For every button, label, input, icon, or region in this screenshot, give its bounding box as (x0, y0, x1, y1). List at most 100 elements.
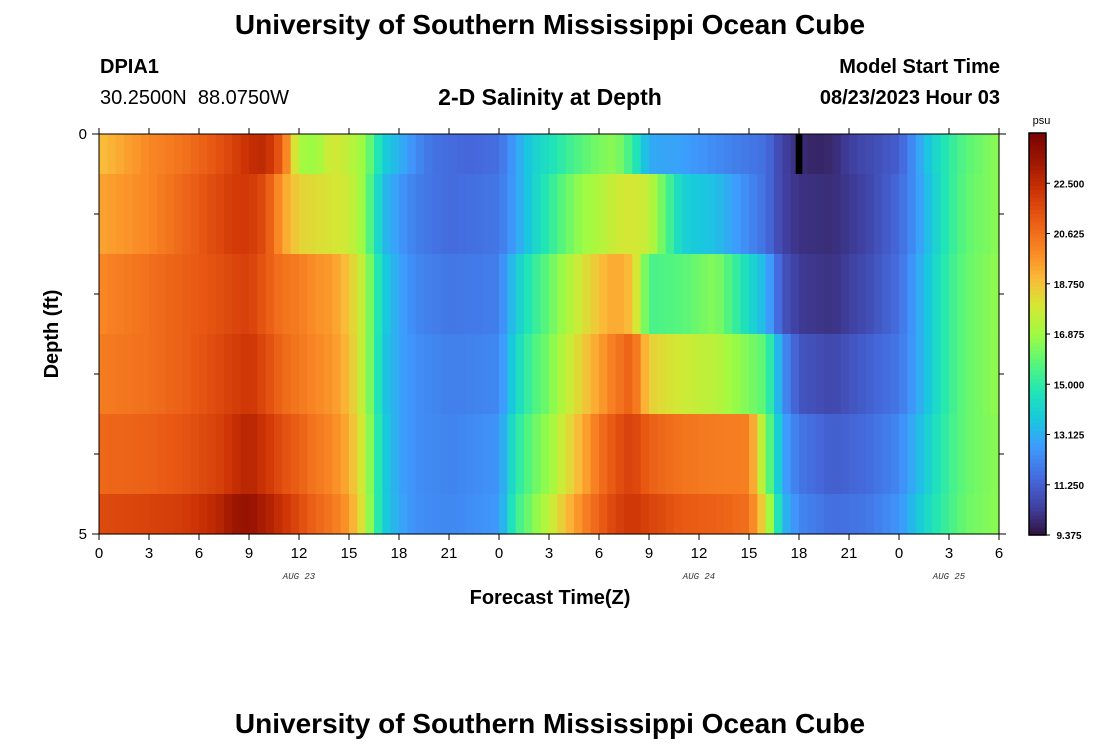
heatmap-cell (249, 134, 258, 175)
heatmap-cell (332, 334, 342, 415)
heatmap-cell (574, 254, 583, 335)
x-tick-label: 3 (145, 545, 153, 562)
heatmap-cell (465, 494, 475, 535)
colorbar-segment (1029, 458, 1046, 464)
colorbar-segment (1029, 462, 1046, 468)
heatmap-cell (557, 254, 567, 335)
heatmap-cell (957, 414, 967, 495)
colorbar-segment (1029, 205, 1046, 210)
colorbar-segment (1029, 141, 1046, 146)
heatmap-cell (849, 174, 858, 255)
heatmap-cell (324, 414, 333, 495)
colorbar-segment (1029, 189, 1046, 194)
colorbar-segment (1029, 522, 1046, 528)
heatmap-cell (840, 494, 850, 535)
heatmap-cell (924, 254, 933, 335)
colorbar-segment (1029, 478, 1046, 484)
heatmap-cell (557, 134, 567, 175)
colorbar-segment (1029, 510, 1046, 516)
heatmap-cell (674, 334, 683, 415)
heatmap-cell (224, 254, 233, 335)
heatmap-cell (415, 134, 425, 175)
heatmap-cell (924, 494, 933, 535)
heatmap-cell (215, 134, 225, 175)
heatmap-cell (157, 134, 167, 175)
heatmap-cell (140, 494, 150, 535)
heatmap-cell (207, 254, 217, 335)
heatmap-cell (832, 414, 842, 495)
heatmap-cell (707, 174, 717, 255)
colorbar-segment (1029, 169, 1046, 174)
heatmap-cell (849, 414, 858, 495)
heatmap-cell (232, 254, 242, 335)
heatmap-cell (524, 494, 533, 535)
heatmap-cell (982, 134, 992, 175)
heatmap-cell (324, 334, 333, 415)
heatmap-cell (957, 254, 967, 335)
heatmap-cell (907, 174, 917, 255)
heatmap-cell (124, 494, 133, 535)
heatmap-cell (507, 414, 517, 495)
colorbar-segment (1029, 446, 1046, 452)
heatmap-cell (582, 174, 592, 255)
heatmap-cell (682, 414, 692, 495)
heatmap-cell (390, 174, 400, 255)
heatmap-cell (874, 134, 883, 175)
heatmap-cell (282, 494, 292, 535)
heatmap-cell (240, 174, 250, 255)
heatmap-cell (740, 494, 750, 535)
heatmap-cell (190, 494, 200, 535)
heatmap-cell (915, 494, 925, 535)
colorbar-segment (1029, 474, 1046, 480)
heatmap-cell (915, 174, 925, 255)
heatmap-cell (815, 494, 825, 535)
heatmap-cell (340, 414, 350, 495)
heatmap-cell (382, 174, 392, 255)
heatmap-cell (957, 494, 967, 535)
colorbar-segment (1029, 161, 1046, 166)
x-date-label: AUG 23 (282, 572, 316, 582)
heatmap-cell (940, 414, 950, 495)
heatmap-cell (740, 414, 750, 495)
colorbar-segment (1029, 201, 1046, 206)
heatmap-cell (215, 254, 225, 335)
x-tick-label: 9 (645, 545, 653, 562)
heatmap-cell (974, 134, 983, 175)
heatmap-cell (857, 134, 867, 175)
heatmap-cell (857, 334, 867, 415)
heatmap-cell (749, 334, 758, 415)
colorbar-segment (1029, 506, 1046, 512)
heatmap-cell (140, 174, 150, 255)
heatmap-cell (357, 334, 367, 415)
colorbar-segment (1029, 454, 1046, 460)
heatmap-cell (457, 494, 467, 535)
heatmap-cell (465, 254, 475, 335)
heatmap-cell (824, 254, 833, 335)
colorbar-segment (1029, 518, 1046, 524)
heatmap-cell (124, 334, 133, 415)
heatmap-cell (682, 254, 692, 335)
heatmap-cell (374, 494, 383, 535)
heatmap-cell (640, 494, 650, 535)
colorbar-segment (1029, 406, 1046, 411)
colorbar-segment (1029, 261, 1046, 267)
heatmap-cell (674, 414, 683, 495)
heatmap-cell (640, 254, 650, 335)
heatmap-cell (665, 134, 675, 175)
heatmap-cell (274, 254, 283, 335)
heatmap-cell (449, 134, 458, 175)
heatmap-cell (615, 254, 625, 335)
colorbar-segment (1029, 213, 1046, 219)
heatmap-cell (674, 134, 683, 175)
heatmap-cell (732, 174, 742, 255)
heatmap-cell (349, 334, 358, 415)
heatmap-cell (557, 494, 567, 535)
heatmap-cell (699, 414, 708, 495)
heatmap-cell (265, 174, 275, 255)
heatmap-cell (265, 334, 275, 415)
heatmap-cell (99, 134, 108, 175)
colorbar-segment (1029, 305, 1046, 311)
colorbar-segment (1029, 482, 1046, 488)
heatmap-cell (715, 494, 725, 535)
heatmap-cell (724, 134, 733, 175)
